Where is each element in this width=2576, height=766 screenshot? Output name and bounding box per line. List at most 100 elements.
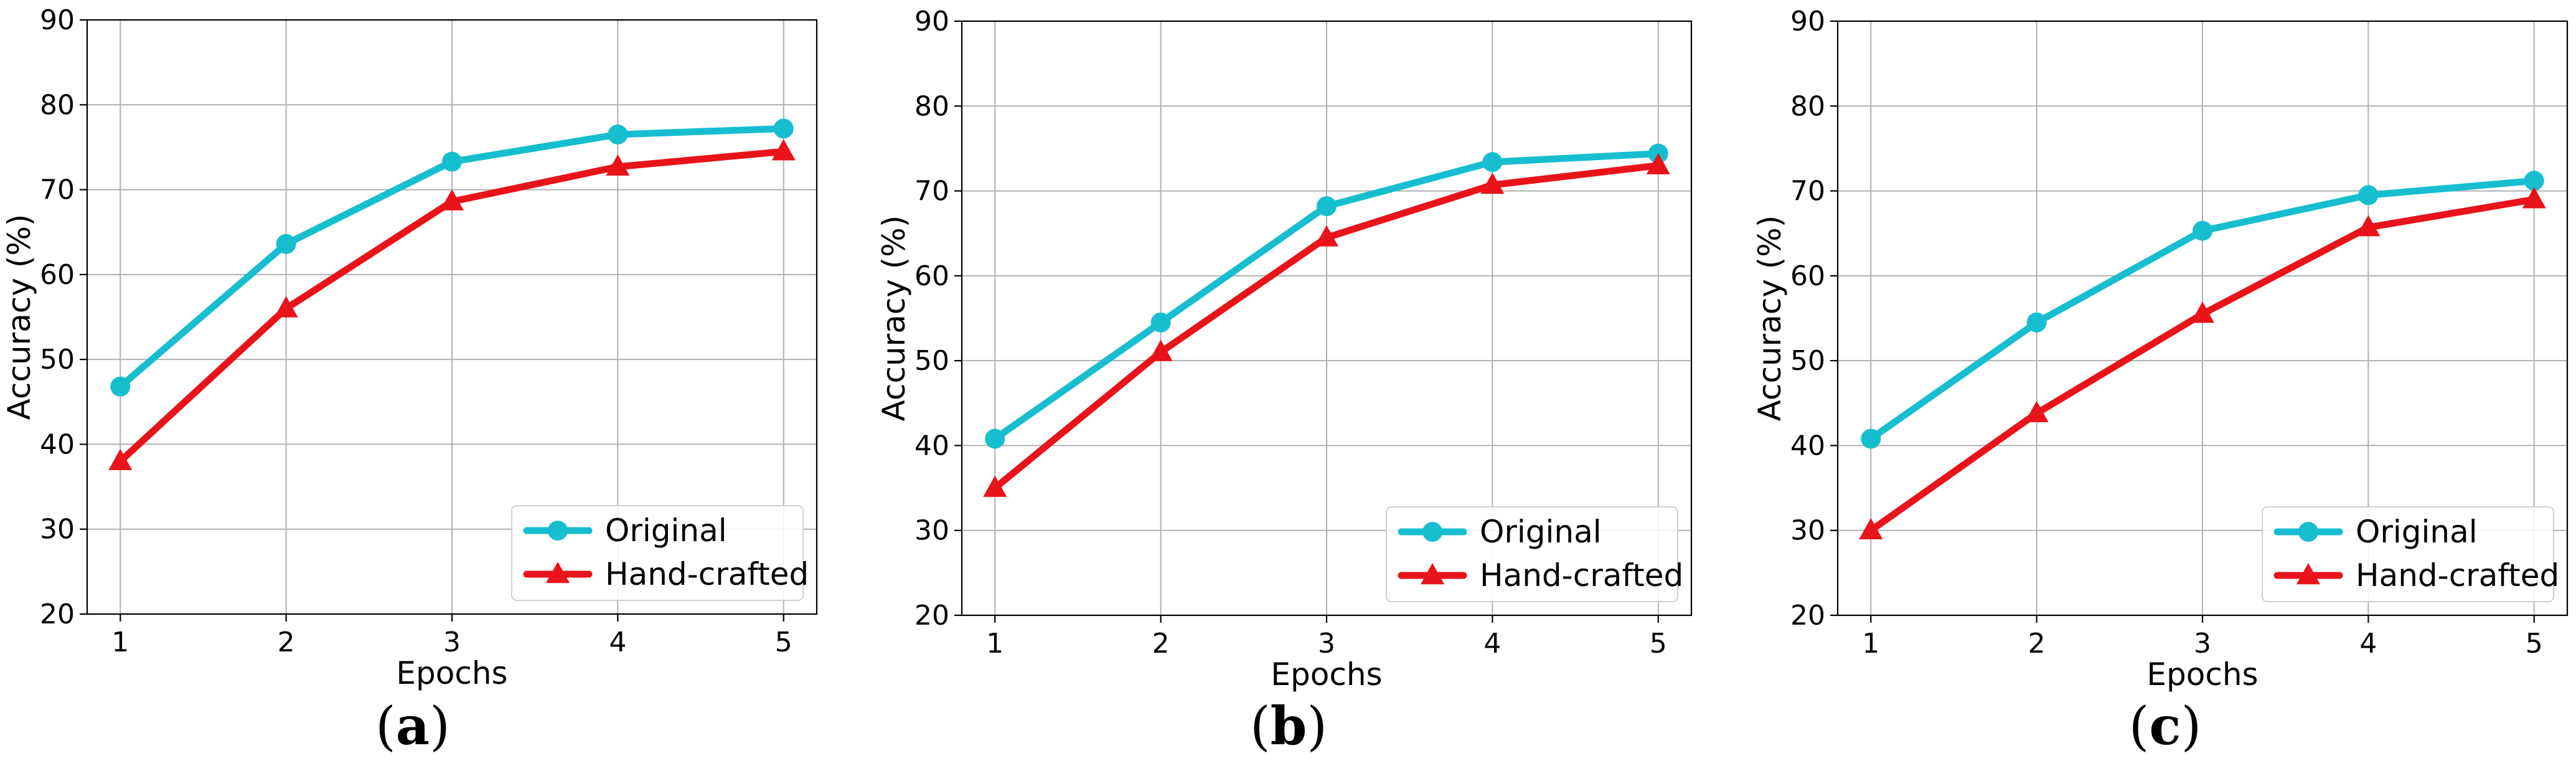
x-tick-label: 3 — [2194, 628, 2211, 660]
legend-label: Original — [605, 513, 727, 549]
x-tick-label: 4 — [1483, 628, 1501, 660]
y-tick-label: 70 — [40, 174, 75, 206]
x-tick-label: 4 — [2359, 628, 2377, 660]
legend-label: Original — [1480, 514, 1602, 550]
chart-panel-b: 1 2 3 4 5 20 30 40 50 60 70 80 90 Epochs Accuracy (%) O… — [876, 6, 1693, 757]
chart-panel-c: 1 2 3 4 5 20 30 40 50 60 70 80 90 Epochs Accuracy (%) O… — [1752, 6, 2569, 757]
panel-label-letter: b — [1271, 695, 1307, 757]
x-axis: 1 2 3 4 5 — [111, 614, 792, 658]
legend-marker-circle — [1422, 522, 1442, 542]
y-tick-label: 40 — [1790, 430, 1825, 461]
panel-label-close-paren: ) — [2181, 696, 2202, 757]
y-tick-label: 40 — [40, 428, 75, 460]
y-axis-label: Accuracy (%) — [1, 214, 37, 420]
panel-label-open-paren: ( — [2129, 696, 2150, 757]
legend: Original Hand-crafted — [2262, 506, 2559, 602]
x-tick-label: 3 — [443, 627, 461, 658]
data-point-triangle — [1646, 153, 1670, 174]
x-tick-label: 5 — [775, 627, 792, 658]
data-point-triangle — [1859, 518, 1883, 539]
x-tick-label: 1 — [986, 628, 1004, 660]
legend-marker-triangle — [1421, 563, 1444, 585]
y-tick-label: 20 — [1790, 600, 1825, 631]
y-tick-label: 80 — [914, 90, 949, 122]
data-point-triangle — [2356, 215, 2381, 237]
y-tick-label: 60 — [40, 259, 75, 291]
series-original — [1861, 171, 2544, 449]
legend: Original Hand-crafted — [1386, 506, 1683, 602]
chart-panel-a: 1 2 3 4 5 20 30 40 50 60 70 80 90 Epochs Accuracy (%) O… — [1, 4, 818, 757]
data-point-triangle — [274, 296, 298, 318]
data-point-triangle — [2024, 400, 2049, 422]
data-point-circle — [2524, 171, 2544, 191]
data-point-circle — [1317, 196, 1337, 217]
data-point-triangle — [1480, 173, 1505, 194]
y-tick-label: 80 — [1790, 90, 1825, 122]
data-point-triangle — [1149, 339, 1173, 361]
y-tick-label: 90 — [914, 6, 949, 37]
data-point-triangle — [440, 189, 464, 210]
x-axis-label: Epochs — [1271, 656, 1382, 693]
legend-label: Hand-crafted — [1480, 557, 1683, 593]
data-point-triangle — [983, 475, 1007, 497]
panel-label: (c) — [2129, 695, 2202, 757]
data-point-circle — [442, 151, 462, 172]
series-hand-crafted — [108, 139, 796, 470]
x-tick-label: 2 — [278, 627, 295, 658]
panel-label-close-paren: ) — [1307, 696, 1327, 757]
panel-label-letter: a — [396, 695, 430, 757]
y-axis: 20 30 40 50 60 70 80 90 — [914, 6, 962, 631]
data-point-triangle — [108, 448, 133, 470]
y-tick-label: 50 — [40, 344, 75, 376]
y-tick-label: 90 — [1790, 6, 1825, 37]
chart-panels: 1 2 3 4 5 20 30 40 50 60 70 80 90 Epochs Accuracy (%) O… — [1, 4, 2569, 757]
legend-marker-circle — [2298, 522, 2318, 542]
y-tick-label: 60 — [1790, 260, 1825, 292]
data-point-circle — [985, 428, 1005, 449]
data-point-triangle — [2191, 301, 2214, 323]
x-tick-label: 2 — [1152, 628, 1170, 660]
y-tick-label: 80 — [40, 89, 75, 121]
y-tick-label: 50 — [1790, 345, 1825, 377]
x-tick-label: 4 — [609, 627, 626, 658]
y-tick-label: 50 — [914, 345, 949, 377]
y-tick-label: 70 — [914, 176, 949, 207]
data-point-circle — [1482, 152, 1503, 173]
data-point-circle — [608, 124, 628, 144]
panel-label-letter: c — [2149, 695, 2181, 757]
x-tick-label: 1 — [1862, 628, 1879, 660]
data-point-circle — [276, 234, 296, 254]
legend-marker-triangle — [546, 562, 570, 584]
panel-label-open-paren: ( — [1250, 696, 1271, 757]
y-tick-label: 20 — [40, 598, 75, 630]
data-point-circle — [2193, 220, 2212, 241]
legend: Original Hand-crafted — [511, 505, 809, 601]
legend-label: Hand-crafted — [605, 556, 809, 592]
data-point-circle — [1861, 428, 1881, 449]
y-tick-label: 30 — [40, 514, 75, 546]
x-axis-label: Epochs — [2146, 656, 2258, 693]
data-point-circle — [2026, 312, 2047, 333]
y-tick-label: 60 — [914, 260, 949, 292]
data-point-circle — [773, 118, 794, 139]
panel-label: (b) — [1250, 695, 1327, 757]
series-original — [110, 118, 794, 397]
data-point-circle — [110, 376, 131, 397]
x-tick-label: 5 — [2526, 628, 2543, 660]
y-axis: 20 30 40 50 60 70 80 90 — [1790, 6, 1838, 631]
y-tick-label: 20 — [914, 600, 949, 631]
x-axis-label: Epochs — [396, 655, 507, 691]
x-tick-label: 3 — [1318, 628, 1335, 660]
x-tick-label: 2 — [2028, 628, 2046, 660]
legend-marker-triangle — [2296, 563, 2320, 585]
data-point-triangle — [606, 154, 630, 176]
x-axis: 1 2 3 4 5 — [986, 615, 1667, 660]
y-tick-label: 30 — [1790, 515, 1825, 547]
data-point-circle — [1150, 312, 1171, 333]
series-hand-crafted — [1859, 187, 2546, 539]
x-axis: 1 2 3 4 5 — [1862, 615, 2543, 660]
y-axis-label: Accuracy (%) — [1752, 215, 1788, 422]
series-hand-crafted — [983, 153, 1670, 497]
y-axis-label: Accuracy (%) — [876, 215, 912, 422]
